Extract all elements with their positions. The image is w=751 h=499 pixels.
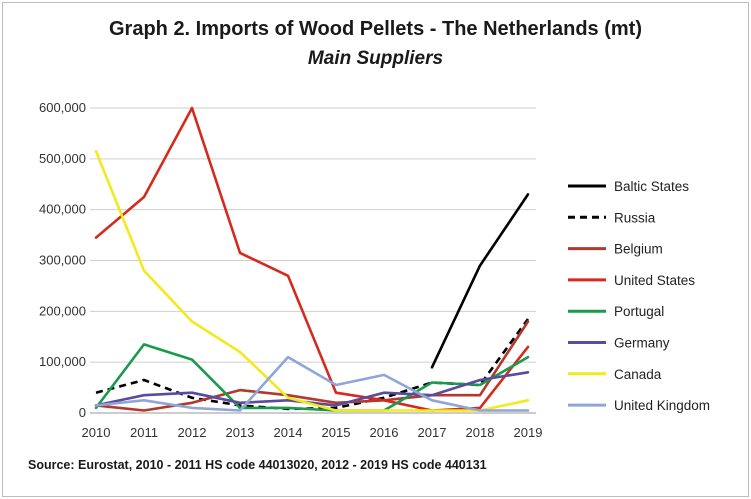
- x-tick-label: 2014: [274, 425, 303, 440]
- x-tick-label: 2016: [370, 425, 399, 440]
- series-line-germany: [94, 371, 530, 407]
- legend: Baltic States Russia Belgium United States P…: [568, 179, 710, 413]
- y-tick-label: 200,000: [39, 303, 86, 318]
- chart-source: Source: Eurostat, 2010 - 2011 HS code 44…: [28, 458, 487, 472]
- chart-title: Graph 2. Imports of Wood Pellets - The N…: [108, 18, 643, 40]
- series-line-canada: [94, 149, 530, 412]
- legend-label-united-kingdom: United Kingdom: [614, 398, 710, 413]
- y-tick-label: 0: [79, 405, 86, 420]
- x-tick-label: 2013: [226, 425, 255, 440]
- x-tick-label: 2011: [130, 425, 158, 440]
- x-tick-label: 2012: [178, 425, 207, 440]
- y-tick-label: 400,000: [39, 202, 86, 217]
- legend-label-portugal: Portugal: [614, 304, 664, 319]
- legend-label-baltic-states: Baltic States: [614, 179, 689, 194]
- x-tick-label: 2019: [514, 425, 543, 440]
- x-tick-label: 2017: [418, 425, 447, 440]
- legend-label-germany: Germany: [614, 336, 670, 351]
- y-tick-label: 500,000: [39, 151, 86, 166]
- series-line-belgium: [94, 320, 530, 412]
- legend-label-united-states: United States: [614, 273, 695, 288]
- y-tick-label: 600,000: [39, 100, 86, 115]
- series-line-baltic-states: [430, 193, 530, 369]
- y-tick-label: 300,000: [39, 253, 86, 268]
- legend-label-belgium: Belgium: [614, 242, 663, 257]
- x-tick-label: 2010: [82, 425, 111, 440]
- series-lines: [94, 106, 530, 412]
- series-line-united-kingdom: [94, 355, 530, 412]
- series-line-portugal: [94, 343, 530, 412]
- series-line-united-states: [94, 106, 530, 412]
- chart-subtitle: Main Suppliers: [307, 48, 444, 69]
- y-axis-ticks: 0 100,000 200,000 300,000 400,000 500,000 600,…: [39, 100, 86, 420]
- y-tick-label: 100,000: [39, 354, 86, 369]
- legend-label-canada: Canada: [614, 367, 662, 382]
- gridlines: [90, 107, 536, 414]
- x-tick-label: 2015: [322, 425, 351, 440]
- x-tick-label: 2018: [466, 425, 495, 440]
- legend-label-russia: Russia: [614, 210, 656, 225]
- x-axis-ticks: 2010 2011 2012 2013 2014 2015 2016 2017 2018 2019: [82, 425, 543, 440]
